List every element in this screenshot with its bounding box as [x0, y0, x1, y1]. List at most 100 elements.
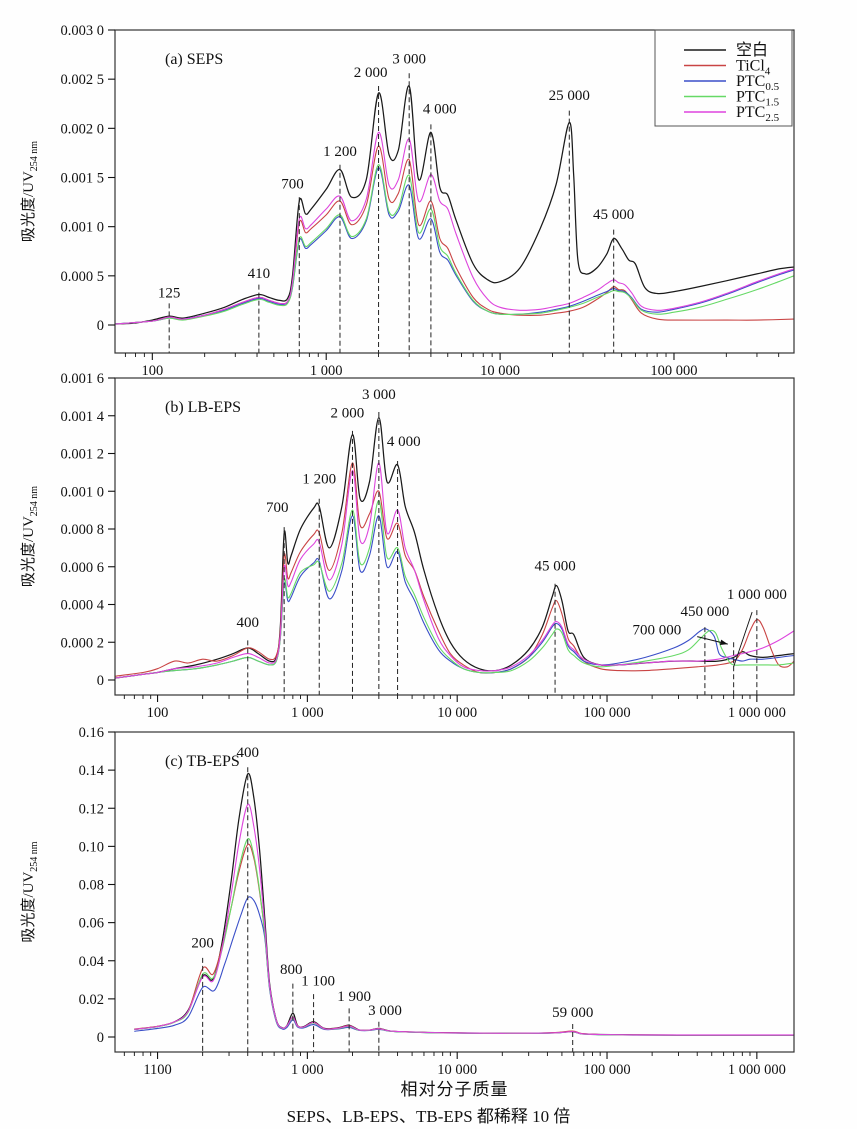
peak-label-1 000 000: 1 000 000 — [727, 587, 787, 603]
curves — [134, 772, 794, 1036]
legend-label-空白: 空白 — [736, 41, 768, 59]
curve-空白 — [115, 85, 794, 325]
x-tick-label: 100 000 — [650, 363, 697, 379]
y-tick-label: 0.000 2 — [61, 635, 105, 651]
curve-PTC0.5 — [115, 167, 794, 325]
panel-b: 400 700 1 200 2 000 3 000 4 000 45 000 450 0007… — [20, 371, 795, 721]
y-axis: 0.003 0 0.002 5 0.002 0 0.001 5 0.001 0 0.000… — [61, 23, 115, 334]
y-tick-label: 0.001 6 — [61, 371, 105, 387]
arrow-head — [719, 639, 728, 645]
annotation-leader — [733, 611, 753, 667]
peak-label-1 200: 1 200 — [323, 144, 357, 160]
legend-label-PTC: PTC2.5 — [736, 104, 780, 124]
curves — [115, 85, 794, 325]
peak-label-3 000: 3 000 — [392, 51, 426, 67]
x-tick-label: 1 000 — [291, 705, 324, 721]
peak-label-45 000: 45 000 — [593, 207, 634, 223]
curves — [115, 416, 794, 679]
y-tick-label: 0 — [97, 318, 104, 334]
x-tick-label: 1100 — [143, 1062, 171, 1078]
x-tick-label: 1 000 000 — [728, 1062, 786, 1078]
peak-label-700: 700 — [266, 500, 289, 516]
y-tick-label: 0.06 — [79, 916, 104, 932]
y-tick-label: 0.08 — [79, 878, 104, 894]
x-tick-label: 10 000 — [437, 1062, 477, 1078]
peak-label-2 000: 2 000 — [354, 65, 388, 81]
peak-label-1 900: 1 900 — [337, 989, 371, 1005]
legend-label-PTC: PTC1.5 — [736, 89, 780, 109]
y-tick-label: 0.001 0 — [61, 220, 105, 236]
x-tick-label: 100 000 — [583, 1062, 630, 1078]
y-tick-label: 0.000 8 — [61, 522, 105, 538]
curve-TiCl4 — [115, 462, 794, 677]
y-axis-title: 吸光度/UV254 nm — [20, 841, 40, 942]
x-axis: 1100 1 000 10 000 100 000 1 000 000 — [123, 1052, 786, 1078]
annotations: 400 700 1 200 2 000 3 000 4 000 45 000 450 0007… — [237, 387, 787, 695]
y-tick-label: 0 — [97, 673, 104, 689]
curve-PTC0.5 — [134, 896, 794, 1036]
y-tick-label: 0.000 6 — [61, 560, 105, 576]
peak-label-700 000: 700 000 — [632, 623, 681, 639]
peak-label-700: 700 — [281, 176, 304, 192]
peak-label-59 000: 59 000 — [552, 1005, 593, 1021]
x-axis: 100 1 000 10 000 100 000 — [124, 353, 780, 379]
x-tick-label: 10 000 — [480, 363, 520, 379]
figure-caption: SEPS、LB-EPS、TB-EPS 都稀释 10 倍 — [286, 1107, 571, 1126]
y-tick-label: 0.001 2 — [61, 447, 105, 463]
y-tick-label: 0.002 0 — [61, 121, 105, 137]
x-axis-title: 相对分子质量 — [400, 1080, 509, 1099]
peak-label-400: 400 — [237, 615, 260, 631]
y-axis-title: 吸光度/UV254 nm — [20, 141, 40, 242]
curve-TiCl4 — [115, 145, 794, 325]
curve-空白 — [134, 772, 794, 1036]
panel-title: (b) LB-EPS — [165, 399, 241, 416]
curve-空白 — [115, 416, 794, 679]
x-tick-label: 100 — [141, 363, 163, 379]
plot-frame — [114, 29, 795, 354]
curve-TiCl4 — [134, 843, 794, 1036]
legend-box — [654, 29, 793, 127]
y-tick-label: 0.04 — [79, 954, 105, 970]
curve-PTC1.5 — [115, 500, 794, 679]
y-tick-label: 0.002 5 — [61, 72, 105, 88]
peak-label-410: 410 — [248, 266, 271, 282]
peak-label-450 000: 450 000 — [681, 604, 730, 620]
y-tick-label: 0.000 5 — [61, 269, 105, 285]
curve-PTC2.5 — [115, 462, 794, 679]
x-tick-label: 10 000 — [437, 705, 477, 721]
y-tick-label: 0.000 4 — [61, 598, 105, 614]
x-tick-label: 100 000 — [583, 705, 630, 721]
x-tick-label: 1 000 — [310, 363, 343, 379]
x-tick-label: 1 000 — [291, 1062, 324, 1078]
curve-PTC1.5 — [115, 164, 794, 325]
y-tick-label: 0.02 — [79, 992, 104, 1008]
peak-label-25 000: 25 000 — [549, 88, 590, 104]
y-tick-label: 0.12 — [79, 801, 104, 817]
y-axis: 0.16 0.14 0.12 0.10 0.08 0.06 0.04 0.02 0 — [79, 725, 115, 1046]
curve-PTC0.5 — [115, 515, 794, 679]
plot-frame — [114, 731, 795, 1053]
panel-title: (c) TB-EPS — [165, 753, 240, 770]
plot-frame — [114, 377, 795, 696]
peak-label-400: 400 — [237, 745, 260, 761]
y-axis-title: 吸光度/UV254 nm — [20, 486, 40, 587]
peak-label-200: 200 — [191, 935, 214, 951]
y-tick-label: 0.14 — [79, 763, 105, 779]
y-tick-label: 0.001 0 — [61, 484, 105, 500]
peak-label-125: 125 — [158, 285, 181, 301]
y-tick-label: 0.10 — [79, 839, 104, 855]
legend-label-TiCl: TiCl4 — [736, 58, 771, 78]
peak-label-4 000: 4 000 — [423, 102, 457, 118]
panel-title: (a) SEPS — [165, 51, 223, 68]
y-tick-label: 0.003 0 — [61, 23, 105, 39]
y-axis: 0.001 6 0.001 4 0.001 2 0.001 0 0.000 8 0.000… — [61, 371, 115, 689]
legend-label-PTC: PTC0.5 — [736, 73, 780, 93]
peak-label-4 000: 4 000 — [387, 434, 421, 450]
peak-label-2 000: 2 000 — [331, 406, 365, 422]
